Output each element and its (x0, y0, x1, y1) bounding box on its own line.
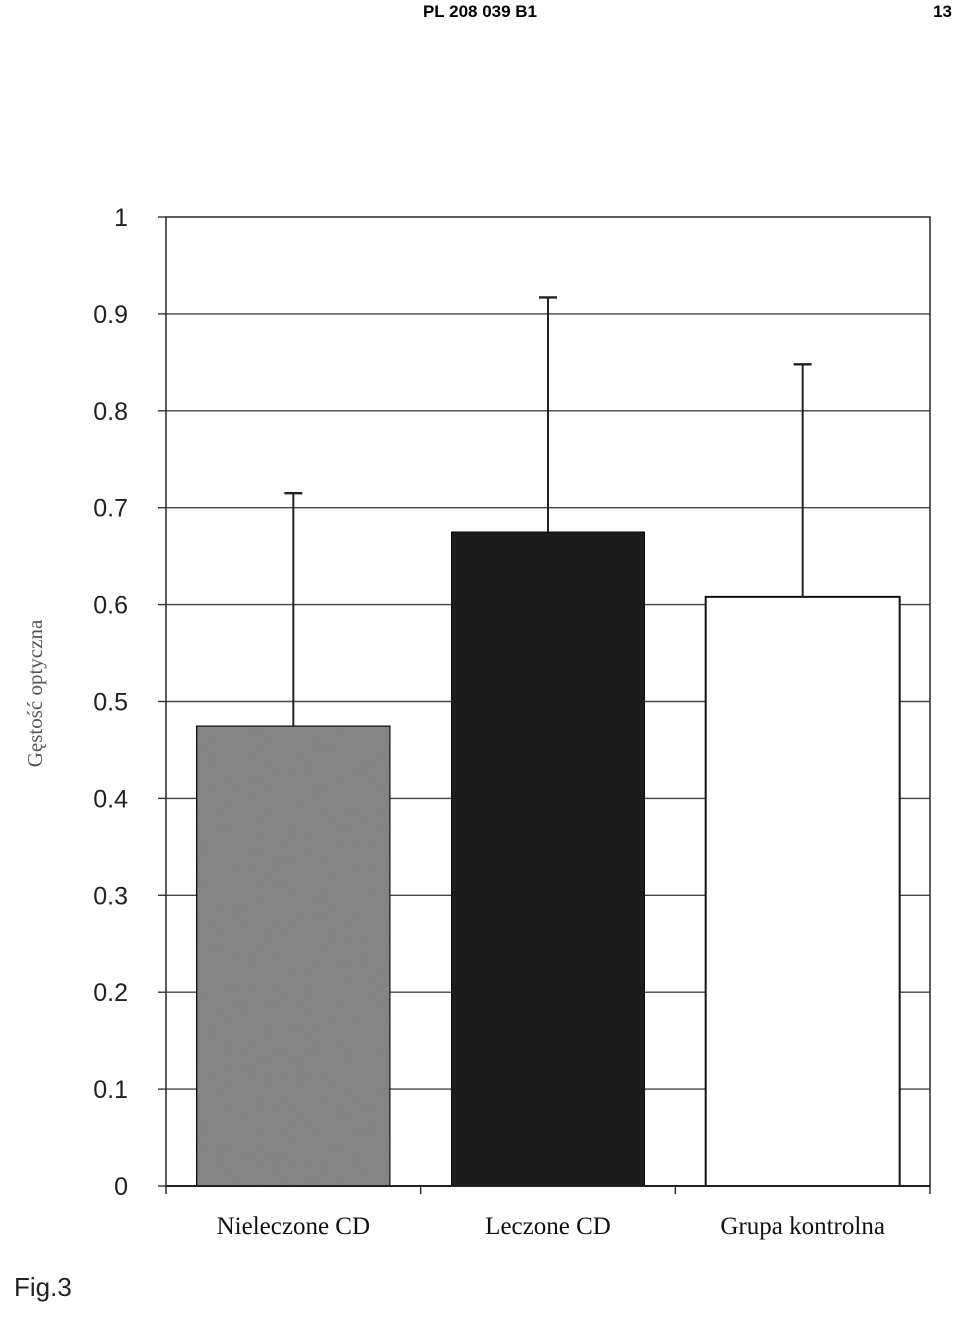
y-tick-label: 0.1 (93, 1076, 128, 1104)
y-tick-label: 0.3 (93, 882, 128, 910)
y-tick-label: 0.5 (93, 689, 128, 717)
x-category-label: Grupa kontrolna (720, 1213, 885, 1240)
y-tick-label: 0.9 (93, 301, 128, 329)
x-category-labels: Nieleczone CD Leczone CD Grupa kontrolna (217, 1213, 885, 1240)
bar (450, 530, 646, 1187)
axes (158, 216, 931, 1194)
y-tick-label: 0.4 (93, 785, 128, 813)
bar (195, 724, 392, 1187)
document-header-title: PL 208 039 B1 (422, 2, 538, 21)
error-bars (284, 296, 812, 726)
y-tick-label: 0.7 (93, 495, 128, 523)
x-category-label: Leczone CD (485, 1213, 611, 1240)
bar (704, 595, 901, 1187)
y-tick-label: 0.6 (93, 592, 128, 620)
bars (195, 530, 901, 1187)
figure-label: Fig.3 (14, 1272, 72, 1302)
y-tick-label: 1 (114, 204, 128, 232)
x-category-label: Nieleczone CD (217, 1213, 370, 1240)
page-number: 13 (933, 2, 952, 21)
y-tick-labels: 0 0.1 0.2 0.3 0.4 0.5 0.6 0.7 0.8 0.9 1 (93, 204, 128, 1201)
y-tick-label: 0.8 (93, 398, 128, 426)
y-axis-title: Gęstość optyczna (23, 619, 47, 767)
y-tick-label: 0 (114, 1173, 128, 1201)
y-tick-label: 0.2 (93, 979, 128, 1007)
